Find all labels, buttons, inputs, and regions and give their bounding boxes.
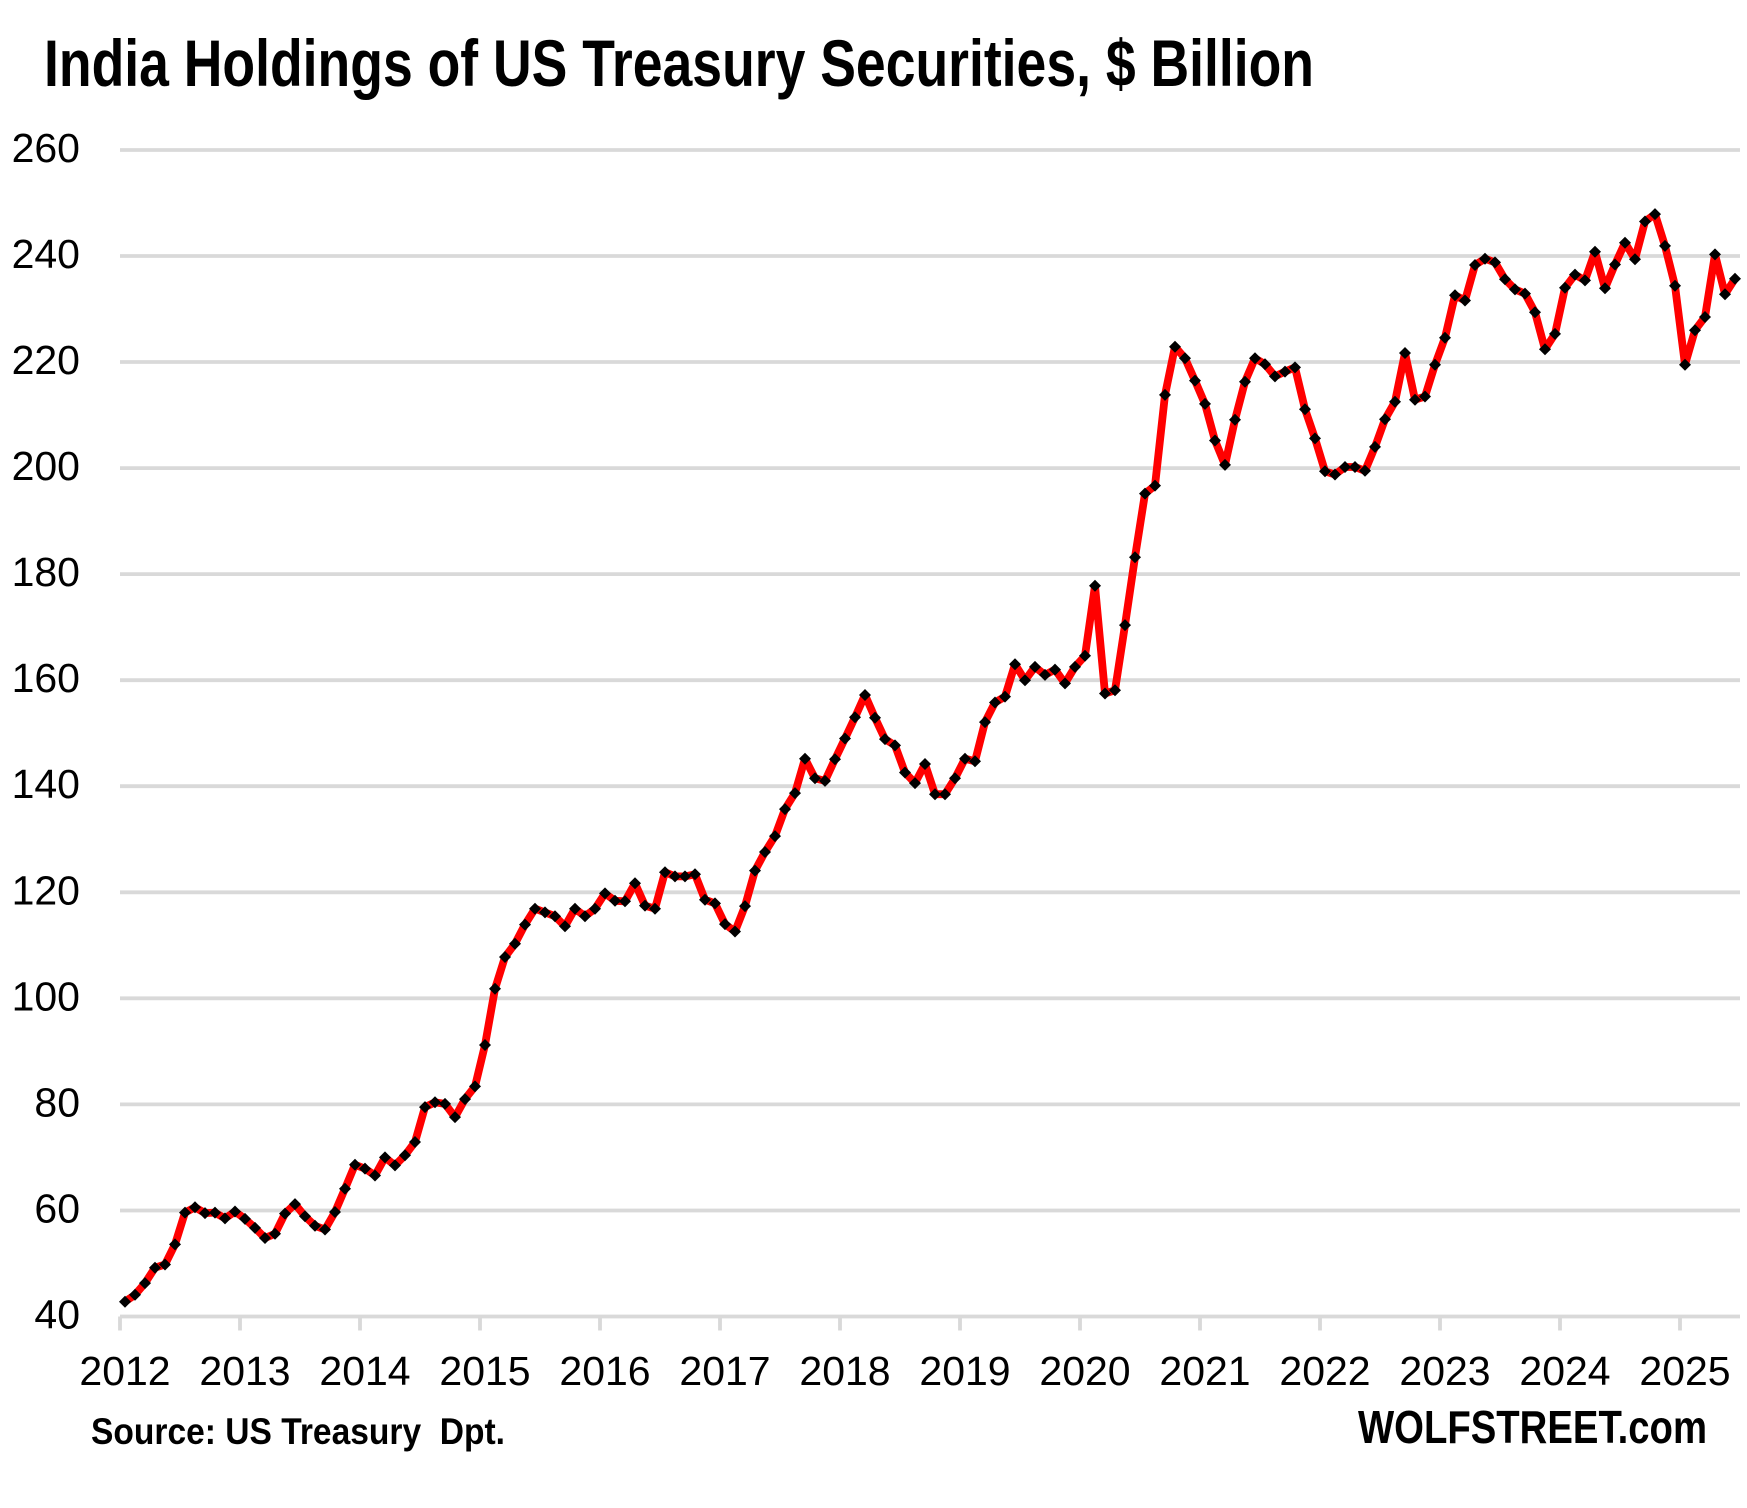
svg-text:2016: 2016 [559,1348,650,1394]
svg-text:80: 80 [34,1079,80,1125]
svg-text:2025: 2025 [1639,1348,1730,1394]
svg-text:60: 60 [34,1186,80,1232]
svg-text:2022: 2022 [1279,1348,1370,1394]
svg-text:2024: 2024 [1519,1348,1610,1394]
svg-text:India Holdings of US Treasury: India Holdings of US Treasury Securities… [44,26,1314,100]
svg-text:Source: US Treasury Dpt.: Source: US Treasury Dpt. [91,1411,505,1452]
svg-text:2012: 2012 [79,1348,170,1394]
svg-text:260: 260 [12,125,80,171]
svg-text:2023: 2023 [1399,1348,1490,1394]
svg-text:220: 220 [12,337,80,383]
svg-text:2019: 2019 [919,1348,1010,1394]
svg-text:2018: 2018 [799,1348,890,1394]
svg-text:2013: 2013 [199,1348,290,1394]
svg-text:100: 100 [12,973,80,1019]
svg-text:2020: 2020 [1039,1348,1130,1394]
svg-text:180: 180 [12,549,80,595]
svg-text:2014: 2014 [319,1348,410,1394]
svg-text:140: 140 [12,761,80,807]
svg-text:40: 40 [34,1292,80,1338]
svg-text:2021: 2021 [1159,1348,1250,1394]
svg-text:160: 160 [12,655,80,701]
svg-text:WOLFSTREET.com: WOLFSTREET.com [1358,1401,1707,1453]
svg-text:240: 240 [12,231,80,277]
svg-text:120: 120 [12,867,80,913]
svg-text:2015: 2015 [439,1348,530,1394]
svg-text:2017: 2017 [679,1348,770,1394]
svg-text:200: 200 [12,443,80,489]
